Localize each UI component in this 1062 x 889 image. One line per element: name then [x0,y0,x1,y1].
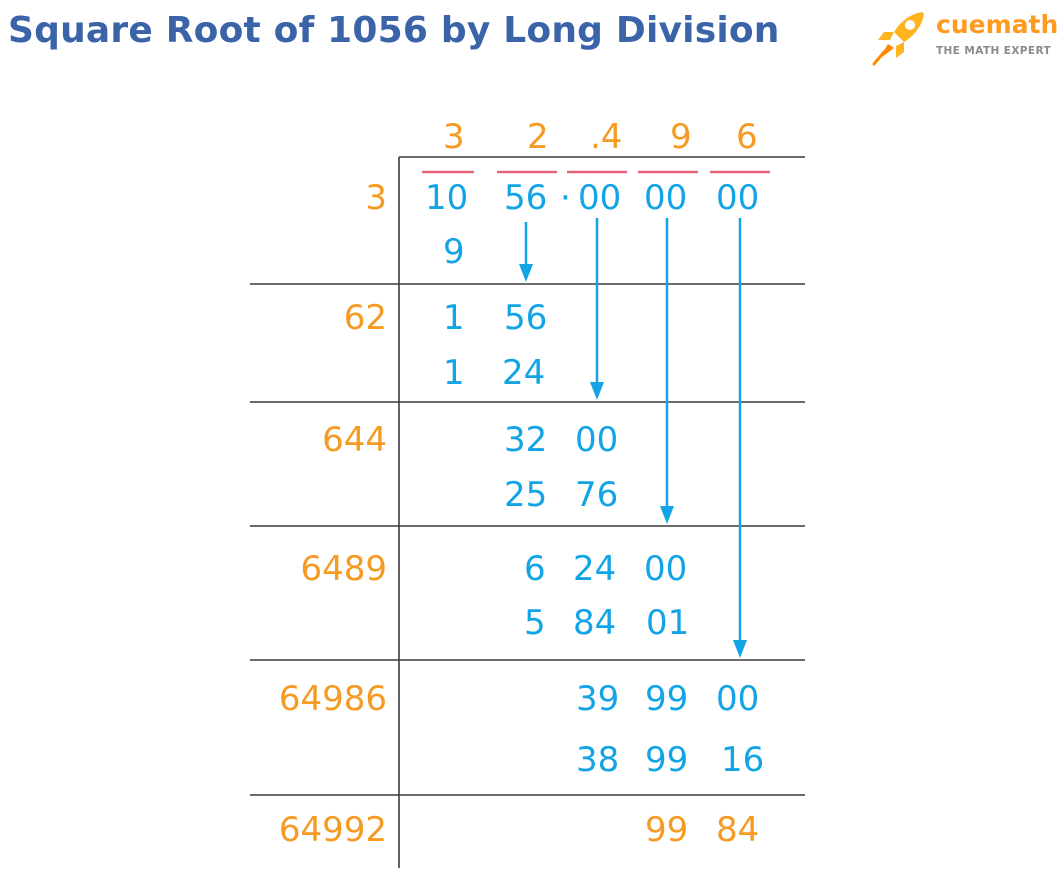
subtrahend: 1 [443,353,465,393]
quotient-digit: 3 [443,117,465,157]
remainder: 24 [573,549,617,589]
remainder: 6 [524,549,546,589]
remainder: 39 [576,679,620,719]
remainder: 00 [716,679,760,719]
subtrahend: 16 [721,740,765,780]
subtrahend: 9 [443,232,465,272]
subtrahend: 99 [645,740,689,780]
subtrahend: 84 [573,603,617,643]
final-remainder: 99 [645,810,689,850]
subtrahend: 25 [504,475,548,515]
subtrahend: 76 [575,475,619,515]
divisor: 62 [343,298,387,338]
quotient-digit: .4 [590,117,623,157]
remainder: 32 [504,420,548,460]
page-title: Square Root of 1056 by Long Division [8,10,780,51]
rocket-icon [872,12,924,66]
remainder: 99 [645,679,689,719]
subtrahend: 01 [646,603,690,643]
quotient-digit: 2 [527,117,549,157]
dividend-pair: 10 [425,178,469,218]
quotient-digit: 6 [736,117,758,157]
subtrahend: 5 [524,603,546,643]
subtrahend: 24 [502,353,546,393]
subtrahend: 38 [576,740,620,780]
divisor: 64986 [278,679,387,719]
divisor: 64992 [278,810,387,850]
divisor: 644 [322,420,387,460]
quotient-digit: 9 [670,117,692,157]
brand-tagline: THE MATH EXPERT [936,45,1052,57]
dividend-pair: 00 [716,178,760,218]
dividend-pair: 00 [578,178,622,218]
brand-logo: cuemath THE MATH EXPERT [870,8,1060,68]
final-remainder: 84 [716,810,760,850]
remainder: 00 [644,549,688,589]
brand-name: cuemath [936,10,1059,39]
remainder: 00 [575,420,619,460]
divisor: 3 [365,178,387,218]
dividend-pair: 00 [644,178,688,218]
remainder: 56 [504,298,548,338]
decimal-point: · [560,178,571,218]
dividend-pair: 56 [504,178,548,218]
divisor: 6489 [300,549,387,589]
remainder: 1 [443,298,465,338]
